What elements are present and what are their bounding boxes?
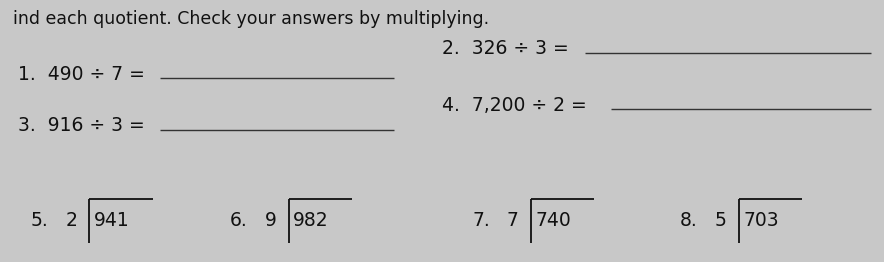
Text: 740: 740: [536, 211, 571, 230]
Text: 9: 9: [264, 211, 277, 230]
Text: 4.  7,200 ÷ 2 =: 4. 7,200 ÷ 2 =: [442, 96, 587, 115]
Text: 703: 703: [743, 211, 779, 230]
Text: 7: 7: [507, 211, 519, 230]
Text: 5: 5: [715, 211, 727, 230]
Text: 3.  916 ÷ 3 =: 3. 916 ÷ 3 =: [18, 116, 144, 135]
Text: ind each quotient. Check your answers by multiplying.: ind each quotient. Check your answers by…: [13, 10, 490, 28]
Text: 1.  490 ÷ 7 =: 1. 490 ÷ 7 =: [18, 65, 144, 84]
Text: 941: 941: [94, 211, 129, 230]
Text: 2: 2: [65, 211, 77, 230]
Text: 5.: 5.: [30, 211, 49, 230]
Text: 7.: 7.: [472, 211, 490, 230]
Text: 8.: 8.: [681, 211, 698, 230]
Text: 6.: 6.: [230, 211, 248, 230]
Text: 982: 982: [293, 211, 329, 230]
Text: 2.  326 ÷ 3 =: 2. 326 ÷ 3 =: [442, 39, 568, 58]
